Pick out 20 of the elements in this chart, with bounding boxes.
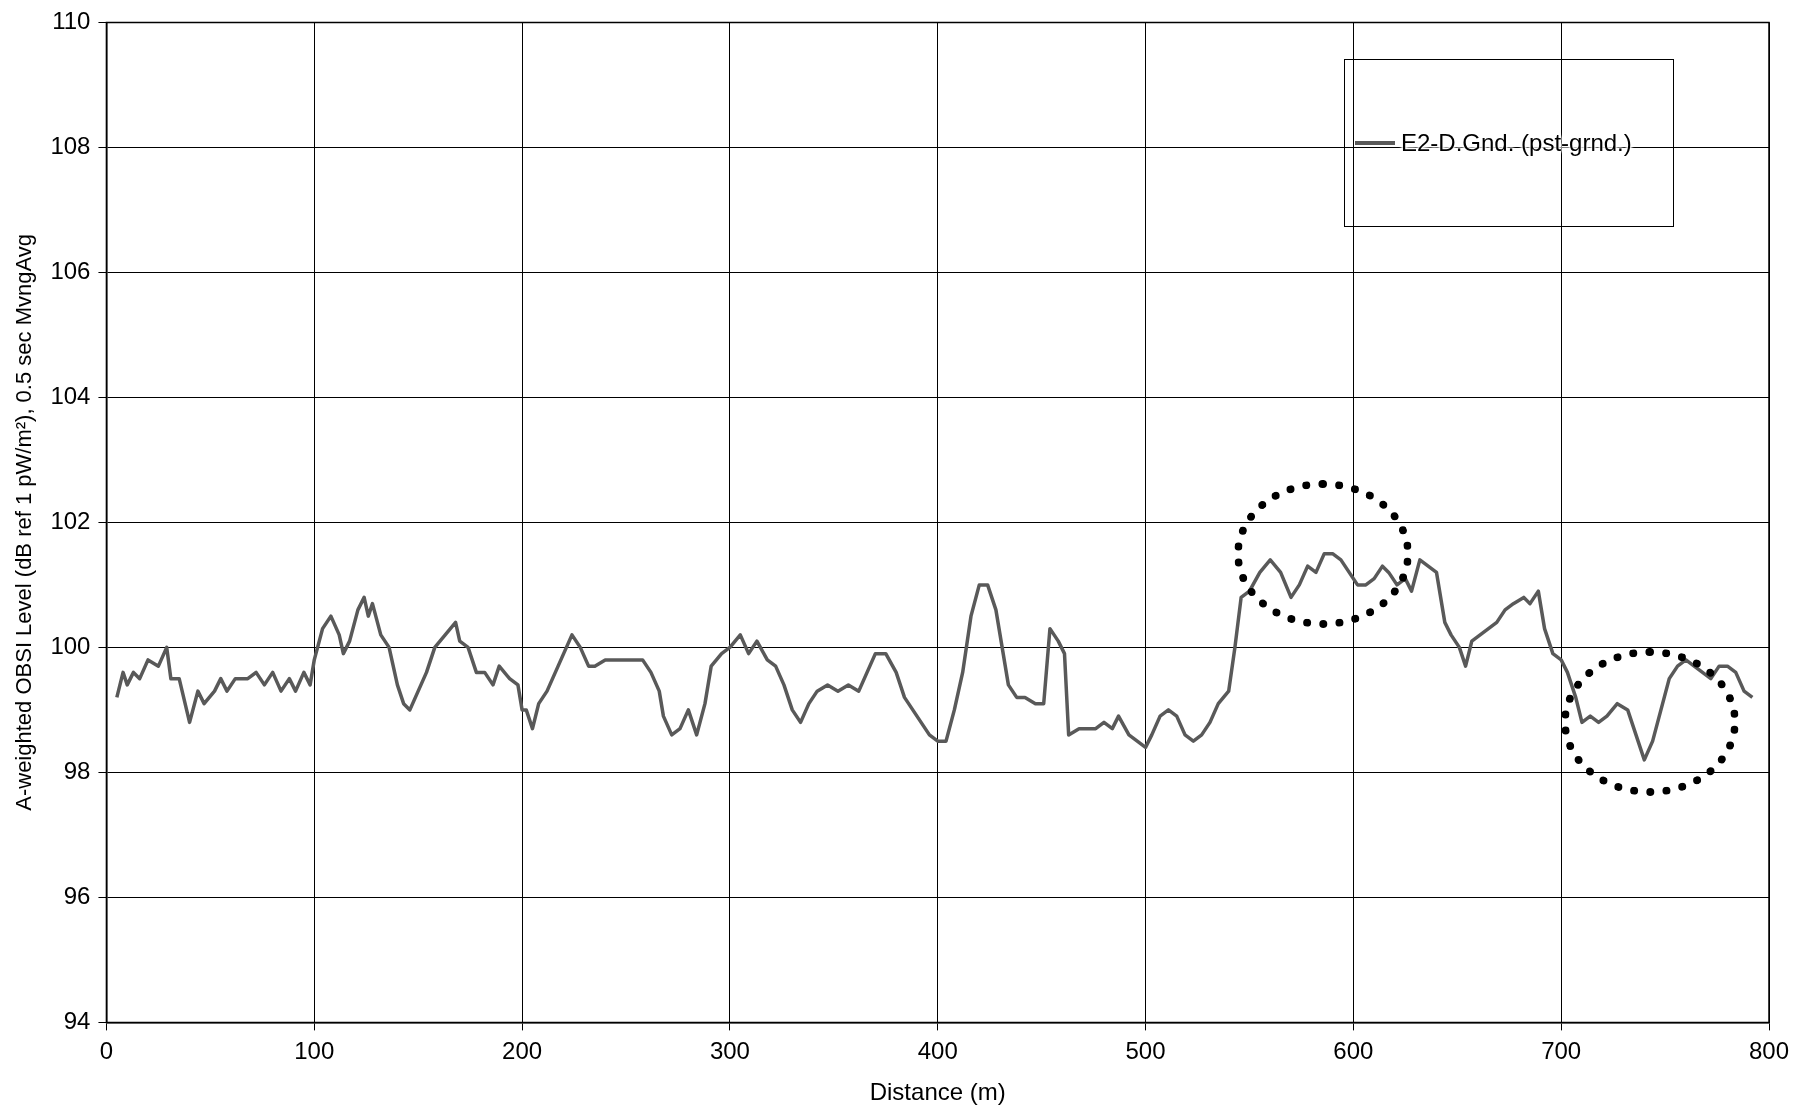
x-tick-label: 600	[1333, 1037, 1374, 1065]
x-axis-title: Distance (m)	[869, 1078, 1006, 1106]
y-tick-label: 104	[50, 382, 91, 410]
x-tick-label: 300	[709, 1037, 750, 1065]
y-tick-label: 106	[50, 257, 91, 285]
x-tick-label: 800	[1748, 1037, 1790, 1065]
x-tick-label: 100	[294, 1037, 335, 1065]
y-tick-label: 94	[63, 1007, 91, 1035]
x-tick-label: 400	[917, 1037, 958, 1065]
x-tick-label: 0	[99, 1037, 114, 1065]
y-tick-label: 108	[50, 132, 91, 160]
y-tick-label: 98	[63, 757, 91, 785]
x-tick-label: 700	[1541, 1037, 1582, 1065]
y-tick-label: 110	[52, 7, 91, 35]
y-tick-label: 96	[63, 882, 91, 910]
x-tick-label: 200	[502, 1037, 543, 1065]
x-tick-label: 500	[1125, 1037, 1166, 1065]
y-axis-title: A-weighted OBSI Level (dB ref 1 pW/m²), 0.5 sec MvngAvg	[11, 234, 37, 811]
y-tick-label: 100	[50, 632, 91, 660]
y-tick-label: 102	[50, 507, 91, 535]
